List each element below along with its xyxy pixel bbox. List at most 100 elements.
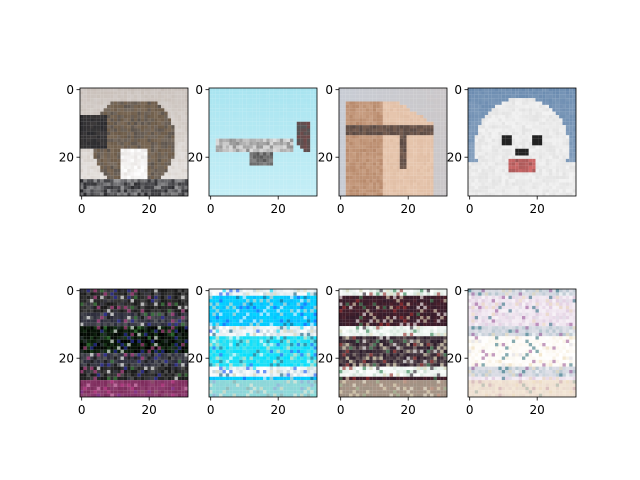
pixel <box>511 189 516 193</box>
pixel <box>120 289 124 293</box>
pixel <box>468 189 472 193</box>
pixel <box>562 145 566 149</box>
pixel <box>174 169 178 173</box>
pixel <box>342 125 346 129</box>
pixel <box>83 135 87 139</box>
pixel <box>263 138 267 143</box>
pixel <box>90 98 94 102</box>
pixel <box>362 125 367 129</box>
pixel <box>403 152 407 156</box>
pixel <box>555 88 560 92</box>
pixel <box>535 175 539 180</box>
pixel <box>80 329 84 333</box>
pixel <box>184 373 189 377</box>
pixel <box>164 356 168 360</box>
pixel <box>522 162 526 166</box>
pixel <box>569 162 573 166</box>
pixel <box>471 152 475 156</box>
pixel <box>562 189 566 193</box>
pixel <box>569 148 573 153</box>
pixel <box>339 115 343 119</box>
pixel <box>535 98 539 102</box>
pixel <box>273 91 277 95</box>
pixel <box>389 94 394 99</box>
pixel <box>379 165 383 170</box>
pixel <box>147 142 151 146</box>
pixel <box>256 115 260 119</box>
pixel <box>236 111 240 116</box>
pixel <box>538 101 543 105</box>
pixel <box>130 309 135 313</box>
pixel <box>549 189 553 193</box>
pixel <box>123 299 128 303</box>
pixel <box>393 108 397 112</box>
pixel <box>222 185 226 190</box>
pixel <box>440 88 444 92</box>
pixel <box>379 179 383 183</box>
pixel <box>222 145 226 149</box>
pixel <box>409 94 414 99</box>
pixel <box>366 91 370 95</box>
pixel <box>96 138 101 143</box>
pixel <box>147 309 151 313</box>
pixel <box>488 131 492 136</box>
pixel <box>440 189 444 193</box>
pixel <box>123 319 128 323</box>
pixel <box>286 111 291 116</box>
pixel <box>389 155 394 159</box>
pixel <box>134 326 138 330</box>
pixel <box>140 118 145 122</box>
pixel <box>389 101 394 105</box>
pixel <box>549 192 553 197</box>
pixel <box>150 349 155 354</box>
pixel <box>366 182 370 186</box>
pixel <box>130 101 135 105</box>
pixel <box>511 142 516 146</box>
pixel <box>134 363 138 367</box>
pixel <box>352 142 356 146</box>
pixel <box>222 175 226 180</box>
pixel <box>362 145 367 149</box>
pixel <box>362 152 367 156</box>
pixel <box>256 165 260 170</box>
pixel <box>393 115 397 119</box>
pixel <box>215 131 220 136</box>
pixel <box>86 373 91 377</box>
pixel <box>177 336 182 340</box>
pixel <box>184 165 189 170</box>
pixel <box>440 111 444 116</box>
pixel <box>150 169 155 173</box>
pixel <box>366 158 370 163</box>
pixel <box>525 189 529 193</box>
pixel <box>545 148 550 153</box>
pixel <box>562 108 566 112</box>
pixel <box>569 165 573 170</box>
pixel <box>120 172 124 176</box>
pixel <box>113 94 118 99</box>
pixel <box>113 353 118 357</box>
pixel <box>426 135 431 139</box>
pixel <box>474 162 479 166</box>
pixel <box>269 131 274 136</box>
pixel <box>150 326 155 330</box>
pixel <box>293 115 297 119</box>
pixel <box>440 118 444 122</box>
pixel <box>352 125 356 129</box>
pixel <box>286 155 291 159</box>
pixel <box>229 115 233 119</box>
pixel <box>80 376 84 381</box>
pixel <box>495 108 499 112</box>
pixel <box>538 192 543 197</box>
pixel <box>236 179 240 183</box>
pixel <box>127 182 131 186</box>
pixel <box>150 91 155 95</box>
pixel <box>117 346 121 350</box>
pixel <box>117 309 121 313</box>
pixel <box>290 192 294 197</box>
pixel <box>184 329 189 333</box>
pixel <box>86 353 91 357</box>
pixel <box>134 312 138 317</box>
pixel <box>349 101 353 105</box>
pixel <box>481 88 485 92</box>
pixel <box>130 182 135 186</box>
